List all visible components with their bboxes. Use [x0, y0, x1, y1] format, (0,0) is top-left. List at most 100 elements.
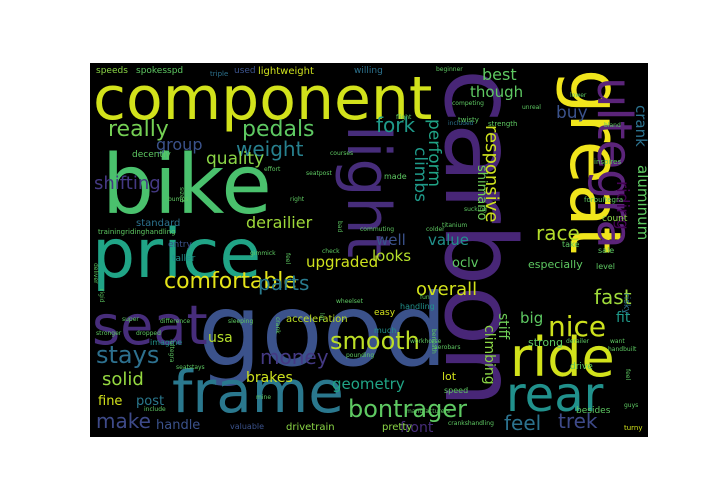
word-deliver: deliver [92, 263, 99, 284]
word-cloud: component bike price good seat frame car… [90, 63, 648, 437]
word-front: front [400, 420, 434, 436]
word-trek: trek [558, 409, 598, 433]
word-frame: frame [172, 358, 344, 426]
word-trainingridinghandling: trainingridinghandling [98, 228, 176, 236]
word-manufacturers: manufacturers [406, 408, 450, 415]
word-take: take [562, 240, 580, 249]
word-component: component [93, 64, 433, 134]
word-big: big [520, 309, 544, 327]
word-drive: drive [570, 362, 593, 372]
word-shifting: shifting [94, 173, 161, 194]
word-check: check [322, 248, 340, 255]
word-courses: courses [330, 150, 354, 157]
word-standard: standard [136, 218, 181, 229]
word-seatstays: seatstays [176, 364, 205, 371]
word-wheelset: wheelset [336, 298, 363, 305]
word-bland: bland [604, 122, 621, 129]
word-beginner: beginner [436, 66, 463, 73]
word-besides: besides [576, 406, 611, 416]
word-difference: difference [160, 318, 191, 325]
word-titanium: titanium [442, 222, 468, 229]
word-ultegra-small: ultegra [168, 341, 175, 363]
word-effort: effort [264, 166, 281, 173]
word-lot-small: lot [318, 313, 325, 321]
word-acceleration: acceleration [286, 314, 348, 325]
word-used: used [234, 66, 256, 76]
word-derailer: derailer [566, 338, 590, 345]
word-right: right [290, 196, 305, 203]
word-spokesspd: spokesspd [136, 66, 184, 76]
word-fine: fine [98, 394, 123, 409]
word-seatpost: seatpost [306, 170, 332, 177]
word-crankshandling: crankshandling [448, 420, 494, 427]
word-rigid: rigid [98, 289, 105, 303]
word-decently: decently [132, 150, 171, 160]
word-pretty: pretty [382, 422, 413, 433]
word-unreal: unreal [522, 104, 541, 111]
word-turny: turny [624, 424, 643, 432]
word-made: made [384, 172, 407, 181]
word-drivetrain: drivetrain [286, 422, 335, 433]
word-super: super [122, 316, 139, 323]
word-easy: easy [374, 308, 396, 318]
word-derailier: derailier [246, 213, 313, 232]
word-money: money [260, 345, 329, 369]
word-colder: colder [426, 226, 445, 233]
word-lower: lower [570, 92, 587, 99]
word-stronger: stronger [96, 330, 122, 337]
word-overall: overall [416, 279, 478, 300]
word-fun: fun [420, 294, 430, 301]
word-aluminum: aluminum [634, 165, 648, 241]
word-feel-small: feel [624, 369, 631, 381]
word-make: make [96, 409, 151, 433]
word-lot: lot [442, 370, 457, 383]
word-flight: flight [396, 114, 412, 121]
word-bumps: bumps [168, 196, 189, 203]
word-inspires: inspires [594, 158, 622, 166]
word-fork: fork [376, 113, 416, 137]
word-rear: rear [506, 367, 604, 423]
word-competing: competing [452, 100, 484, 107]
word-value: value [428, 231, 469, 249]
word-include: include [144, 406, 166, 413]
word-imagine: imagine [150, 338, 183, 347]
word-sleeping: sleeping [228, 318, 254, 325]
word-post: post [136, 394, 165, 409]
word-seat: seat [92, 294, 208, 357]
word-fast: fast [594, 285, 632, 309]
word-fit: fit [616, 310, 631, 326]
word-oclv: oclv [452, 256, 479, 271]
word-sucking: sucking [464, 206, 487, 213]
word-weight: weight [236, 137, 304, 161]
word-workhorse: workhorse [410, 338, 442, 345]
word-ride: ride [510, 326, 615, 389]
word-best: best [482, 65, 517, 84]
word-handling: handling [400, 302, 435, 311]
word-parts: parts [258, 271, 310, 295]
word-group: group [156, 135, 203, 154]
word-triple: triple [210, 70, 229, 78]
word-taller: taller [172, 254, 196, 264]
word-stays: stays [96, 341, 160, 369]
word-strong: strong [528, 336, 564, 349]
word-upgraded: upgraded [306, 253, 379, 271]
word-race: race [536, 221, 580, 245]
word-stiff: stiff [495, 313, 511, 340]
word-price: price [92, 215, 262, 294]
word-beneath: beneath [430, 329, 437, 354]
word-solid: solid [102, 369, 144, 390]
word-nice: nice [548, 310, 607, 343]
word-handbuilt: handbuilt [608, 346, 637, 353]
word-especially: especially [528, 258, 583, 271]
word-mine: mine [256, 394, 272, 401]
word-pounding: pounding [346, 352, 375, 359]
word-smooth: smooth [330, 327, 420, 355]
word-climbs: climbs [410, 147, 430, 203]
word-level: level [596, 262, 616, 271]
word-brakes: brakes [246, 370, 293, 386]
word-well: well [376, 231, 406, 249]
word-bike: bike [102, 138, 272, 233]
word-bontrager: bontrager [348, 395, 467, 423]
word-comfortable: comfortable [164, 269, 297, 294]
word-usa: usa [208, 330, 233, 346]
